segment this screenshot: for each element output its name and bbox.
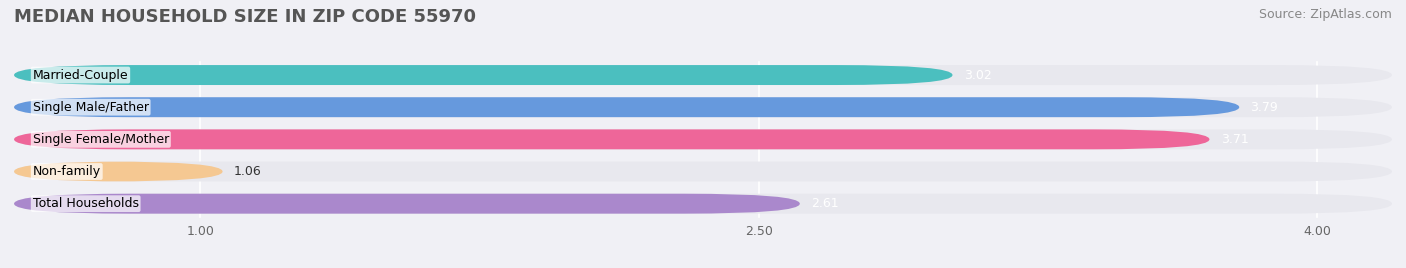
Text: Single Female/Mother: Single Female/Mother bbox=[32, 133, 169, 146]
FancyBboxPatch shape bbox=[14, 129, 1392, 149]
Text: Married-Couple: Married-Couple bbox=[32, 69, 128, 81]
FancyBboxPatch shape bbox=[14, 194, 800, 214]
Text: 3.71: 3.71 bbox=[1220, 133, 1249, 146]
Text: 3.79: 3.79 bbox=[1250, 101, 1278, 114]
Text: 1.06: 1.06 bbox=[233, 165, 262, 178]
Text: Single Male/Father: Single Male/Father bbox=[32, 101, 149, 114]
Text: 2.61: 2.61 bbox=[811, 197, 838, 210]
Text: 3.02: 3.02 bbox=[963, 69, 991, 81]
Text: MEDIAN HOUSEHOLD SIZE IN ZIP CODE 55970: MEDIAN HOUSEHOLD SIZE IN ZIP CODE 55970 bbox=[14, 8, 477, 26]
FancyBboxPatch shape bbox=[14, 162, 1392, 181]
Text: Non-family: Non-family bbox=[32, 165, 101, 178]
FancyBboxPatch shape bbox=[14, 97, 1239, 117]
FancyBboxPatch shape bbox=[14, 65, 952, 85]
FancyBboxPatch shape bbox=[14, 194, 1392, 214]
FancyBboxPatch shape bbox=[14, 129, 1209, 149]
FancyBboxPatch shape bbox=[14, 65, 1392, 85]
FancyBboxPatch shape bbox=[14, 97, 1392, 117]
Text: Source: ZipAtlas.com: Source: ZipAtlas.com bbox=[1258, 8, 1392, 21]
FancyBboxPatch shape bbox=[14, 162, 222, 181]
Text: Total Households: Total Households bbox=[32, 197, 139, 210]
